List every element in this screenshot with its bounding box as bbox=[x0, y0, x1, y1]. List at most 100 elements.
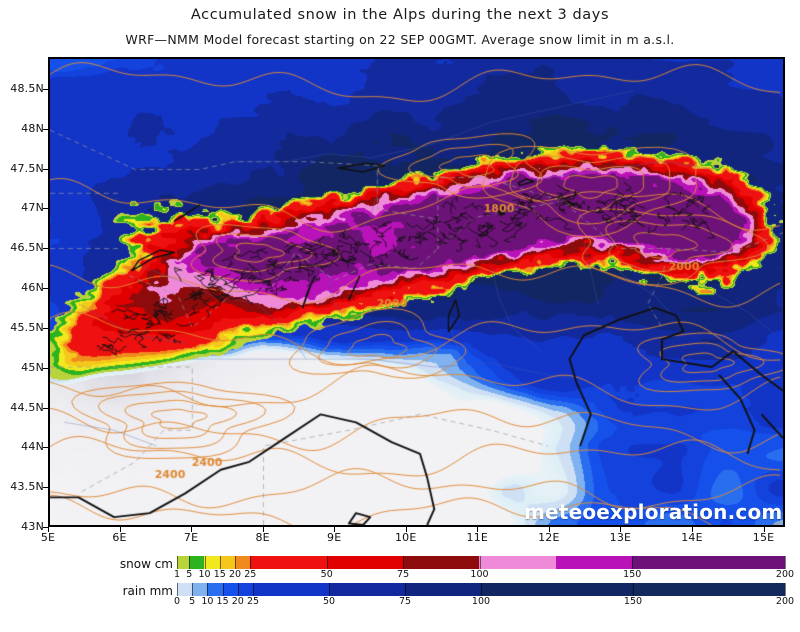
latitude-tick-mark bbox=[43, 208, 48, 210]
longitude-tick-label: 13E bbox=[609, 531, 632, 544]
snow-tick-label: 150 bbox=[623, 556, 641, 580]
latitude-tick-label: 46.5N bbox=[10, 241, 44, 255]
rain-tick-label: 5 bbox=[189, 583, 195, 607]
latitude-tick-label: 48.5N bbox=[10, 81, 44, 95]
longitude-tick-mark bbox=[477, 527, 479, 532]
rain-segment bbox=[177, 583, 193, 596]
longitude-tick-mark bbox=[48, 527, 49, 532]
snow-tick-label: 50 bbox=[321, 556, 333, 580]
latitude-tick-label: 45N bbox=[21, 360, 44, 374]
snow-tick-label: 25 bbox=[244, 556, 256, 580]
longitude-tick-label: 5E bbox=[40, 531, 56, 544]
latitude-tick-mark bbox=[43, 248, 48, 250]
snow-segment bbox=[632, 556, 785, 569]
rain-segment bbox=[632, 583, 785, 596]
snow-segment bbox=[189, 556, 205, 569]
snow-tick-mark bbox=[632, 556, 634, 569]
latitude-tick-mark bbox=[43, 88, 48, 90]
longitude-tick-label: 7E bbox=[183, 531, 199, 544]
latitude-tick-mark bbox=[43, 327, 48, 329]
rain-segment bbox=[207, 583, 223, 596]
longitude-tick-mark bbox=[119, 527, 121, 532]
latitude-tick-mark bbox=[43, 447, 48, 449]
rain-segment bbox=[252, 583, 329, 596]
latitude-tick-mark bbox=[43, 407, 48, 409]
latitude-tick-mark bbox=[43, 367, 48, 369]
longitude-tick-label: 14E bbox=[681, 531, 703, 544]
rain-tick-mark bbox=[237, 583, 239, 596]
rain-tick-label: 10 bbox=[201, 583, 213, 607]
rain-tick-label: 15 bbox=[217, 583, 229, 607]
latitude-tick-label: 47.5N bbox=[10, 161, 44, 175]
latitude-tick-mark bbox=[43, 527, 48, 528]
latitude-tick-mark bbox=[43, 487, 48, 489]
rain-tick-mark bbox=[176, 583, 178, 596]
longitude-tick-label: 9E bbox=[327, 531, 342, 544]
rain-tick-mark bbox=[632, 583, 634, 596]
longitude-tick-mark bbox=[334, 527, 336, 532]
snow-tick-label: 1 bbox=[174, 556, 180, 580]
map-plot-area[interactable] bbox=[48, 57, 785, 527]
longitude-tick-mark bbox=[620, 527, 622, 532]
rain-segment bbox=[237, 583, 253, 596]
rain-segment bbox=[480, 583, 633, 596]
snow-segment bbox=[204, 556, 220, 569]
latitude-tick-label: 48N bbox=[21, 121, 44, 135]
snow-colorbar[interactable] bbox=[177, 556, 785, 569]
rain-tick-label: 200 bbox=[776, 583, 794, 607]
snow-tick-mark bbox=[219, 556, 221, 569]
snow-tick-label: 100 bbox=[470, 556, 489, 580]
snow-tick-label: 75 bbox=[397, 556, 409, 580]
rain-segment bbox=[328, 583, 405, 596]
latitude-tick-label: 47N bbox=[21, 201, 44, 215]
rain-tick-mark bbox=[405, 583, 406, 596]
snow-segment bbox=[326, 556, 404, 569]
rain-tick-label: 50 bbox=[323, 583, 335, 607]
rain-tick-mark bbox=[329, 583, 330, 596]
snow-segment bbox=[235, 556, 251, 569]
snow-segment bbox=[555, 556, 633, 569]
snow-tick-mark bbox=[326, 556, 328, 569]
longitude-tick-mark bbox=[763, 527, 765, 532]
latitude-tick-mark bbox=[43, 168, 48, 170]
rain-tick-label: 0 bbox=[174, 583, 180, 607]
rain-tick-label: 25 bbox=[247, 583, 259, 607]
rain-tick-mark bbox=[222, 583, 224, 596]
snow-tick-label: 15 bbox=[214, 556, 226, 580]
longitude-tick-mark bbox=[191, 527, 193, 532]
snow-tick-mark bbox=[784, 556, 786, 569]
snow-tick-label: 200 bbox=[776, 556, 794, 580]
longitude-tick-label: 8E bbox=[255, 531, 270, 544]
snow-tick-mark bbox=[176, 556, 178, 569]
snow-tick-mark bbox=[403, 556, 405, 569]
rain-colorbar[interactable] bbox=[177, 583, 785, 596]
page-title: Accumulated snow in the Alps during the … bbox=[190, 7, 610, 23]
snow-tick-label: 5 bbox=[186, 556, 192, 580]
snow-tick-label: 20 bbox=[229, 556, 241, 580]
snow-segment bbox=[403, 556, 480, 569]
rain-tick-mark bbox=[480, 583, 482, 596]
latitude-tick-label: 44.5N bbox=[10, 400, 44, 414]
latitude-tick-label: 43N bbox=[21, 520, 44, 533]
snow-tick-mark bbox=[479, 556, 481, 569]
snow-tick-mark bbox=[204, 556, 206, 569]
rain-tick-mark bbox=[784, 583, 786, 596]
rain-segment bbox=[222, 583, 238, 596]
latitude-tick-label: 46N bbox=[21, 281, 44, 295]
longitude-tick-mark bbox=[262, 527, 264, 532]
rain-tick-label: 150 bbox=[624, 583, 642, 607]
page-subtitle: WRF—NMM Model forecast starting on 22 SE… bbox=[125, 32, 675, 47]
snow-tick-mark bbox=[250, 556, 252, 569]
longitude-tick-label: 10E bbox=[394, 531, 417, 544]
snow-tick-label: 10 bbox=[198, 556, 211, 580]
latitude-tick-label: 44N bbox=[21, 440, 44, 454]
longitude-tick-mark bbox=[548, 527, 550, 532]
rain-legend: rain mm 0 5 10 15 20 25 50 75 100 150 200 bbox=[0, 583, 800, 609]
snow-accumulation-map[interactable] bbox=[50, 59, 783, 525]
title-block: Accumulated snow in the Alps during the … bbox=[0, 0, 800, 47]
longitude-tick-label: 6E bbox=[112, 531, 127, 544]
rain-tick-label: 100 bbox=[472, 583, 490, 607]
rain-tick-mark bbox=[192, 583, 194, 596]
rain-colorbar-ticks: 0 5 10 15 20 25 50 75 100 150 200 bbox=[174, 583, 794, 609]
latitude-tick-label: 43.5N bbox=[10, 480, 44, 494]
